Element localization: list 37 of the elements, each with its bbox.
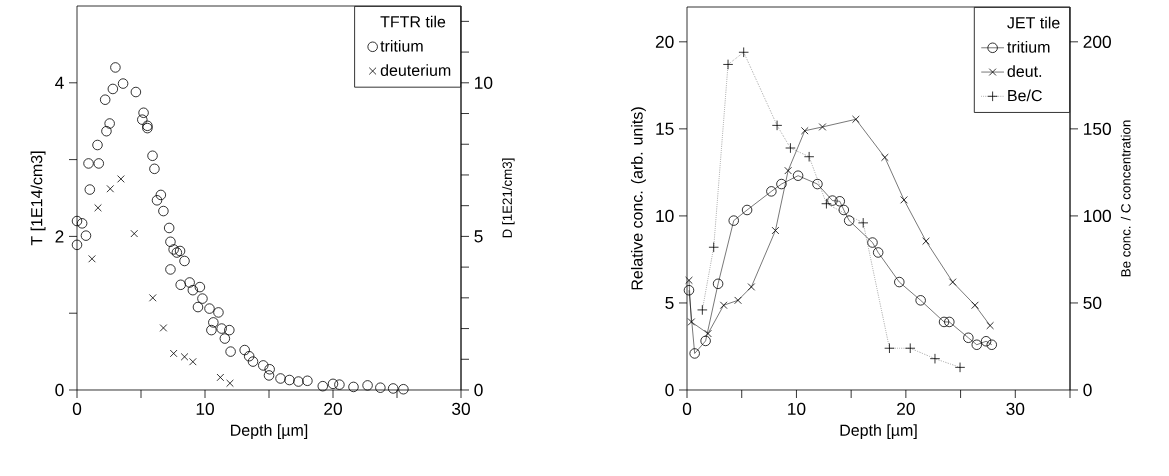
x-tick-label: 30 [452,402,470,415]
y2-tick-label: 100 [1084,209,1111,223]
legend-label: Be/C [1008,89,1042,102]
y-tick-label: 0 [665,383,674,397]
legend-title: TFTR tile [380,15,446,28]
x-tick-label: 20 [324,402,342,415]
legend-label: tritium [380,40,423,52]
y2-axis-title: Be conc. / C concentration [1120,120,1131,277]
legend-label: deuterium [380,64,451,76]
y-tick-label: 20 [655,35,674,48]
x-axis-title: Depth [µm] [840,424,917,440]
y-tick-label: 10 [656,209,674,223]
y2-tick-label: 10 [475,76,493,89]
y2-tick-label: 0 [1083,383,1092,397]
y2-axis-title: D [1E21/cm3] [502,158,515,238]
y-axis-title: T [1E14/cm3] [30,151,46,246]
legend-label: deut. [1007,65,1042,77]
y-tick-label: 4 [55,76,64,89]
y2-tick-label: 0 [474,383,483,397]
y-tick-label: 2 [55,230,64,243]
x-tick-label: 0 [72,402,82,415]
x-tick-label: 10 [196,402,214,415]
y-tick-label: 0 [55,383,64,397]
x-tick-label: 10 [788,402,806,415]
y2-tick-label: 150 [1084,122,1111,135]
x-tick-label: 20 [897,402,915,415]
y-axis-title: Relative conc. (arb. units) [630,107,646,290]
y2-tick-label: 5 [474,230,483,243]
x-axis-title: Depth [µm] [231,424,308,440]
x-tick-label: 0 [682,402,692,415]
y2-tick-label: 50 [1083,296,1102,310]
legend-label: tritium [1007,41,1050,53]
y2-tick-label: 200 [1083,35,1111,48]
x-tick-label: 30 [1006,402,1025,415]
y-tick-label: 5 [665,296,674,309]
legend-title: JET tile [1007,16,1060,29]
y-tick-label: 15 [656,122,674,135]
